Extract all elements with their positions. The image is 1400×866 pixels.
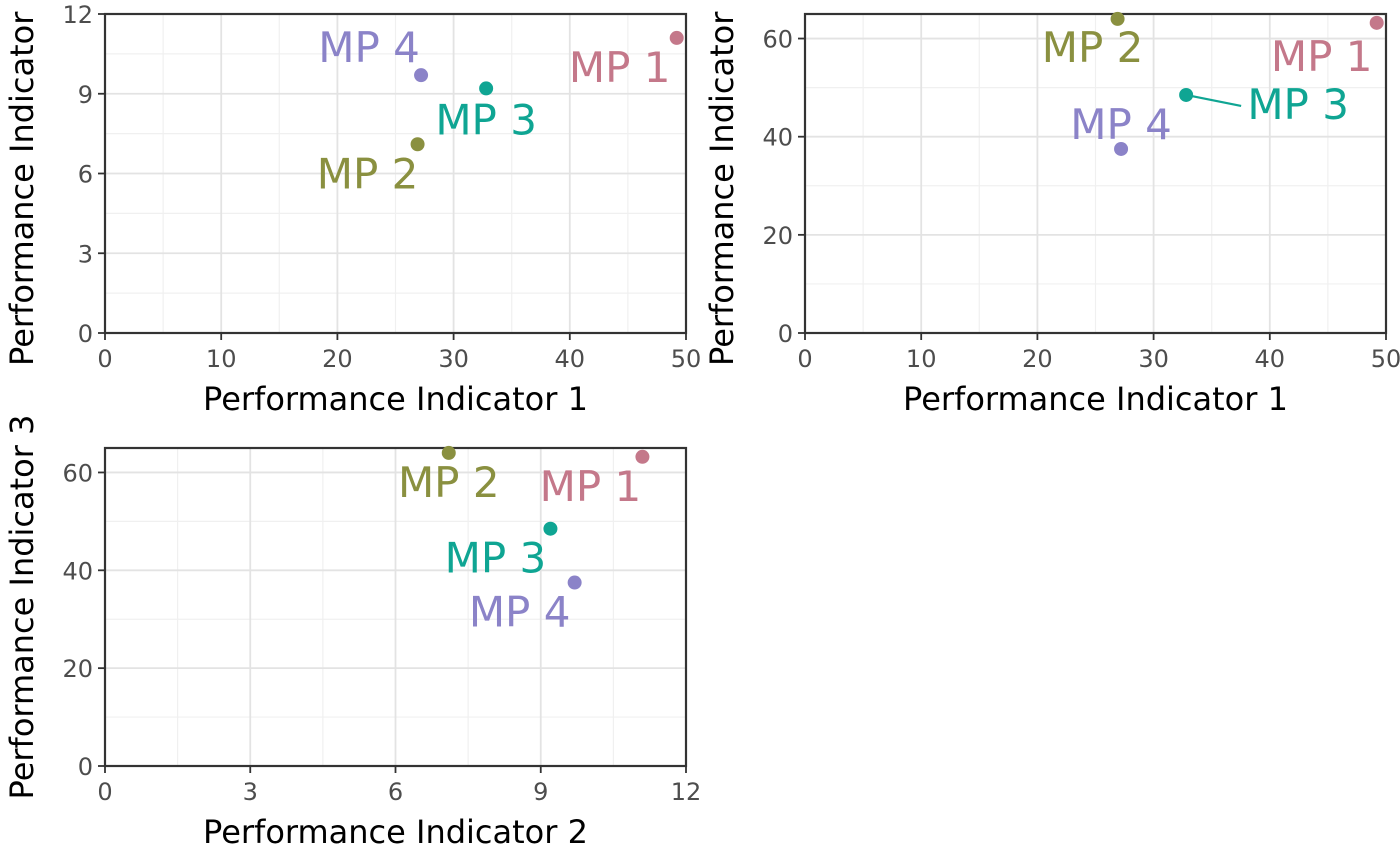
- data-label: MP 2: [398, 458, 500, 507]
- data-point: [567, 575, 582, 590]
- y-tick-label: 0: [78, 320, 93, 348]
- panel-border: [803, 12, 1388, 335]
- panel-border: [103, 446, 688, 768]
- x-tick-label: 10: [906, 345, 937, 373]
- data-point: [669, 30, 684, 45]
- x-tick-label: 0: [97, 778, 112, 806]
- data-label: MP 3: [435, 95, 537, 144]
- data-label: MP 1: [1271, 32, 1373, 81]
- x-axis-title: Performance Indicator 1: [203, 380, 588, 418]
- x-tick-label: 30: [1138, 345, 1169, 373]
- scatter-panel-2: 0 10 20 30 40 50 0 20 40 60 Performance Indicator …: [703, 0, 1400, 418]
- data-label: MP 4: [1070, 100, 1172, 149]
- x-tick-label: 40: [1255, 345, 1286, 373]
- x-tick-label: 50: [1371, 345, 1400, 373]
- x-tick-label: 50: [671, 345, 702, 373]
- data-label: MP 2: [1042, 23, 1144, 72]
- data-point: [1114, 141, 1129, 156]
- data-label: MP 4: [318, 23, 420, 72]
- label-leader-line: [1185, 93, 1242, 108]
- y-tick-label: 20: [762, 222, 793, 250]
- y-axis-title: Performance Indicator 3: [703, 0, 741, 366]
- data-point: [479, 81, 494, 96]
- y-tick-label: 60: [62, 459, 93, 487]
- y-tick-label: 60: [762, 26, 793, 54]
- x-tick-label: 0: [797, 345, 812, 373]
- y-tick-label: 40: [762, 124, 793, 152]
- data-label: MP 1: [540, 462, 642, 511]
- y-axis-title: Performance Indicator 2: [3, 0, 41, 366]
- x-tick-label: 12: [671, 778, 702, 806]
- y-axis-title: Performance Indicator 3: [3, 415, 41, 800]
- x-tick-label: 40: [555, 345, 586, 373]
- data-point: [635, 449, 650, 464]
- x-tick-label: 3: [243, 778, 258, 806]
- x-tick-label: 0: [97, 345, 112, 373]
- data-point: [1369, 15, 1384, 30]
- y-tick-label: 0: [778, 320, 793, 348]
- scatter-panel-1: 0 10 20 30 40 50 0 3 6 9 12 Performance Indicator 1…: [3, 0, 701, 418]
- data-label: MP 3: [445, 534, 547, 583]
- panel-border: [103, 12, 688, 335]
- x-tick-label: 10: [206, 345, 237, 373]
- scatter-panel-3: 0 3 6 9 12 0 20 40 60 Performance Indicator 2 Perf…: [3, 415, 701, 851]
- data-point: [441, 445, 456, 460]
- data-label: MP 1: [569, 43, 671, 92]
- data-point: [1110, 11, 1125, 26]
- y-tick-label: 6: [78, 161, 93, 189]
- data-label: MP 3: [1247, 80, 1349, 129]
- x-tick-label: 6: [388, 778, 403, 806]
- data-point: [414, 68, 429, 83]
- y-tick-label: 20: [62, 655, 93, 683]
- y-tick-label: 9: [78, 81, 93, 109]
- y-tick-label: 0: [78, 753, 93, 781]
- x-tick-label: 9: [533, 778, 548, 806]
- data-point: [410, 137, 425, 152]
- y-tick-label: 40: [62, 557, 93, 585]
- x-tick-label: 20: [1022, 345, 1053, 373]
- y-tick-label: 12: [62, 1, 93, 29]
- data-point: [543, 521, 558, 536]
- y-tick-label: 3: [78, 240, 93, 268]
- x-tick-label: 30: [438, 345, 469, 373]
- x-axis-title: Performance Indicator 2: [203, 813, 588, 851]
- x-axis-title: Performance Indicator 1: [903, 380, 1288, 418]
- data-point: [1179, 87, 1194, 102]
- data-label: MP 4: [469, 588, 571, 637]
- data-label: MP 2: [317, 149, 419, 198]
- x-tick-label: 20: [322, 345, 353, 373]
